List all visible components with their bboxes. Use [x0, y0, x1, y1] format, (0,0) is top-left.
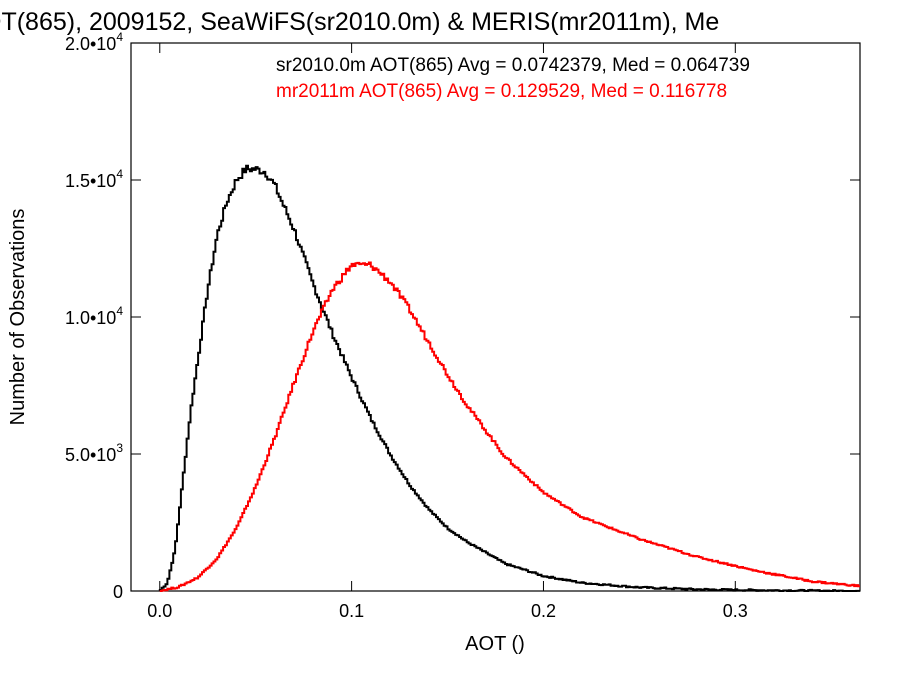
- annotation-red: mr2011m AOT(865) Avg = 0.129529, Med = 0…: [276, 81, 727, 102]
- series-layer: [158, 164, 860, 592]
- histogram-series-black: [158, 164, 860, 592]
- x-axis-label: AOT (): [465, 633, 525, 655]
- y-tick-mantissa: 2.0•10: [65, 34, 116, 54]
- y-tick-exponent: 4: [116, 304, 123, 318]
- y-tick-mantissa: 5.0•10: [65, 445, 116, 465]
- plot-frame: [130, 42, 861, 592]
- y-tick-label: 1.0•104: [65, 304, 123, 328]
- y-tick-mantissa: 1.0•10: [65, 308, 116, 328]
- chart-title: OT(865), 2009152, SeaWiFS(sr2010.0m) & M…: [0, 8, 719, 36]
- x-tick-label: 0.1: [339, 601, 364, 621]
- annotation-black: sr2010.0m AOT(865) Avg = 0.0742379, Med …: [276, 55, 750, 76]
- axis-ticks: 0.0 0.1 0.2 0.305.0•1031.0•1041.5•1042.0•10…: [65, 30, 860, 621]
- y-tick-label: 5.0•103: [65, 441, 123, 465]
- y-tick-exponent: 4: [116, 167, 123, 181]
- y-tick-label: 2.0•104: [65, 30, 123, 54]
- y-tick-exponent: 3: [116, 441, 123, 455]
- x-tick-label: 0.3: [723, 601, 748, 621]
- y-tick-exponent: 4: [116, 30, 123, 44]
- y-tick-label: 0: [113, 582, 123, 602]
- x-tick-label: 0.0: [147, 601, 172, 621]
- x-tick-label: 0.2: [531, 601, 556, 621]
- histogram-series-red: [159, 261, 860, 592]
- y-tick-mantissa: 0: [113, 582, 123, 602]
- y-tick-label: 1.5•104: [65, 167, 123, 191]
- y-axis-label: Number of Observations: [7, 209, 29, 426]
- y-tick-mantissa: 1.5•10: [65, 171, 116, 191]
